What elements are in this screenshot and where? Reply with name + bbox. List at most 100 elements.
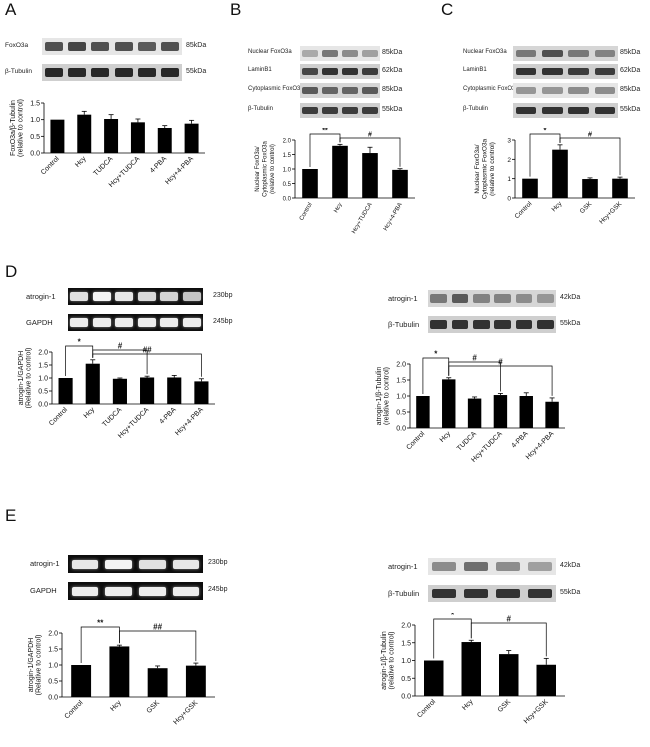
- chart-e-right-ylabel-0: atrogin-1/β-Tubulin: [381, 631, 388, 690]
- chart-e-right-bar-1: [461, 642, 481, 696]
- chart-e-right-xtick-label-2: GSK: [497, 698, 513, 714]
- chart-e-left-xtick-label-3: Hcy+GSK: [172, 699, 199, 726]
- chart-d-right-bracket-label-1: #: [472, 354, 477, 363]
- chart-e-left-bar-2: [147, 668, 168, 697]
- chart-b-ytick-label-0: 0.0: [283, 197, 292, 203]
- d-blot-0-label: atrogin-1: [388, 293, 418, 303]
- chart-a-xtick-label-2: TUDCA: [92, 155, 114, 177]
- chart-d-right-ytick-label-3: 1.5: [396, 378, 406, 385]
- d-blot-0-size: 42kDa: [560, 293, 581, 301]
- e-blot-0-size: 42kDa: [560, 561, 581, 569]
- b-blots-1-band-2: [342, 67, 358, 76]
- c-blots-2-size: 85kDa: [620, 85, 641, 93]
- chart-b-bracket-1: [339, 137, 401, 167]
- chart-d-left-ytick-label-4: 2.0: [38, 350, 48, 357]
- c-blots-1-strip: [513, 64, 618, 79]
- b-blots-0-strip: [300, 46, 380, 61]
- chart-c-xtick-label-0: Control: [514, 200, 534, 220]
- chart-c-ylabel-1: Cytoplasmic FoxO3a: [482, 138, 489, 199]
- chart-d-left-ytick-label-2: 1.0: [38, 376, 48, 383]
- d-gel-0-size: 230bp: [213, 291, 233, 299]
- a-blots-1-band-0: [44, 68, 63, 77]
- b-blots-2-strip: [300, 83, 380, 98]
- chart-d-right-bracket-1: [448, 361, 501, 392]
- chart-b: 0.0 0.5 1.0 1.5 2.0 Nuclear FoxO3a/Cytoplasmi…: [255, 128, 415, 235]
- chart-e-left-bracket-1: [119, 630, 197, 662]
- chart-a-ylabel-1: (relative to control): [18, 99, 25, 157]
- chart-b-xtick-label-3: Hcy+4-PBA: [383, 202, 404, 232]
- e-blot-1-strip: [428, 585, 556, 602]
- chart-e-left: 0.0 0.5 1.0 1.5 2.0 atrogin-1/GAPDH (Relative …: [28, 619, 215, 726]
- a-blots-1-band-5: [161, 68, 180, 77]
- chart-a-bar-1: [77, 114, 92, 153]
- chart-d-left-ytick-label-1: 0.5: [38, 389, 48, 396]
- chart-a-ytick-label-2: 1.0: [30, 117, 40, 124]
- chart-e-left-xtick-label-2: GSK: [146, 699, 162, 715]
- chart-a-ytick-label-1: 0.5: [30, 134, 40, 141]
- chart-a-bar-2: [104, 119, 119, 153]
- c-blots-2-band-0: [515, 86, 537, 95]
- b-blots-1-strip: [300, 64, 380, 79]
- e-gel-0-strip: [68, 555, 203, 573]
- e-gel-0-band-1: [105, 559, 132, 569]
- chart-d-left-ylabel-0: atrogin-1/GAPDH: [18, 351, 25, 405]
- chart-e-right-bracket-1: [470, 622, 547, 657]
- chart-d-right-ytick-label-2: 1.0: [396, 394, 406, 401]
- d-gel-1-band-1: [92, 318, 111, 327]
- d-gel-0-band-3: [137, 292, 156, 301]
- chart-d-right-ytick-label-0: 0.0: [396, 426, 406, 433]
- chart-e-right-ytick-label-2: 1.0: [401, 658, 411, 665]
- e-gel-1-band-3: [172, 586, 200, 596]
- a-blots-1-band-4: [137, 68, 157, 77]
- chart-c-ytick-label-2: 2: [507, 157, 511, 164]
- chart-e-right-bracket-label-0: *: [451, 613, 455, 620]
- panel-letter-e: E: [5, 506, 17, 525]
- e-gel-1-label: GAPDH: [30, 586, 57, 595]
- d-blot-0-band-0: [430, 294, 447, 303]
- d-gel-1-band-4: [160, 318, 179, 327]
- chart-d-left-bracket-1: [92, 349, 148, 375]
- b-blots-3-band-2: [342, 106, 358, 115]
- chart-d-left-xtick-label-4: 4-PBA: [158, 406, 177, 425]
- d-blot-1-band-2: [473, 320, 490, 329]
- d-blot-1-band-4: [515, 320, 533, 329]
- e-gel-0-band-2: [139, 559, 166, 569]
- chart-b-ytick-label-1: 0.5: [283, 182, 292, 188]
- chart-e-right-bar-3: [536, 664, 556, 696]
- chart-d-right-ytick-label-4: 2.0: [396, 362, 406, 369]
- chart-d-left-bar-5: [194, 381, 209, 404]
- b-blots-2-band-3: [362, 86, 378, 95]
- chart-e-left-xtick-label-0: Control: [64, 699, 85, 720]
- b-blots-1-band-0: [302, 67, 318, 76]
- chart-d-left-bar-3: [140, 377, 155, 404]
- b-blots-3-band-0: [302, 106, 318, 115]
- e-gel-1-band-1: [105, 586, 132, 596]
- b-blots-1-size: 62kDa: [382, 66, 403, 74]
- chart-d-right-xtick-label-4: 4-PBA: [510, 430, 529, 449]
- chart-d-right: 0.0 0.5 1.0 1.5 2.0 atrogin-1/β-Tubulin (relat…: [376, 350, 565, 464]
- d-blot-1-band-1: [451, 320, 469, 329]
- a-blots-1-band-3: [114, 68, 133, 77]
- a-blots-0-band-5: [161, 42, 180, 51]
- c-blots-2-band-3: [594, 86, 616, 95]
- chart-b-bar-3: [392, 169, 408, 198]
- chart-e-left-ytick-label-0: 0.0: [48, 695, 58, 702]
- chart-c-xtick-label-1: Hcy: [551, 200, 564, 213]
- e-gel-1-strip: [68, 582, 203, 600]
- e-blot-0-strip: [428, 558, 556, 575]
- c-blots-0-size: 85kDa: [620, 48, 641, 56]
- e-gel-0-band-0: [71, 559, 99, 569]
- chart-d-left-bracket-label-1: #: [118, 342, 123, 351]
- chart-d-right-bar-3: [493, 395, 508, 428]
- chart-e-left-xtick-label-1: Hcy: [109, 699, 123, 713]
- c-blots-1-band-1: [542, 67, 563, 76]
- chart-a-ytick-label-3: 1.5: [30, 101, 40, 108]
- a-blots-0-size: 85kDa: [186, 41, 207, 49]
- d-gel-1-size: 245bp: [213, 317, 233, 325]
- c-blots-0-band-1: [542, 49, 563, 58]
- chart-d-right-bar-1: [442, 379, 456, 428]
- chart-b-bar-0: [302, 169, 318, 198]
- c-blots-2-strip: [513, 83, 618, 98]
- d-gel-0-band-1: [92, 292, 111, 301]
- e-blot-1-band-1: [463, 589, 489, 598]
